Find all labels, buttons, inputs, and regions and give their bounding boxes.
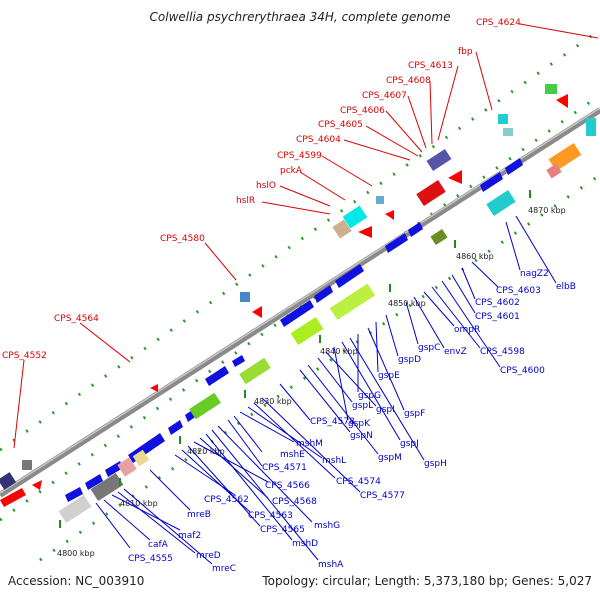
kbp-label: 4870 kbp bbox=[528, 206, 566, 215]
gene-label-outer: CPS_4552 bbox=[2, 351, 47, 361]
gene-label-outer: CPS_4624 bbox=[476, 18, 521, 28]
gene-label-inner: gspI bbox=[376, 405, 395, 415]
gene-label-inner: mshG bbox=[314, 521, 340, 531]
gene-label-inner: mshA bbox=[318, 560, 344, 570]
gene-label-inner: CPS_4600 bbox=[500, 366, 545, 376]
gene-label-inner: mshM bbox=[296, 439, 323, 449]
inner-leaders bbox=[95, 215, 557, 565]
gene-label-inner: gspL bbox=[352, 401, 373, 411]
kbp-label: 4810 kbp bbox=[120, 499, 158, 508]
gene-label-inner: CPS_4562 bbox=[204, 495, 249, 505]
gene-label-inner: gspE bbox=[378, 371, 400, 381]
gene-label-inner: mreC bbox=[212, 564, 236, 574]
gene-label-inner: elbB bbox=[556, 282, 576, 292]
feature-blocks bbox=[58, 142, 582, 524]
kbp-label: 4840 kbp bbox=[320, 347, 358, 356]
gene-label-inner: mshD bbox=[292, 539, 318, 549]
gene-label-inner: CPS_4601 bbox=[475, 312, 520, 322]
inner-dotted-ring bbox=[39, 173, 600, 562]
gene-label-inner: gspN bbox=[350, 431, 373, 441]
gene-label-inner: CPS_4568 bbox=[272, 497, 317, 507]
gene-label-outer: fbp bbox=[458, 47, 473, 57]
accession-text: Accession: NC_003910 bbox=[8, 574, 145, 588]
gene-label-outer: CPS_4599 bbox=[277, 151, 322, 161]
kbp-label: 4820 kbp bbox=[187, 447, 225, 456]
inner-gene-labels: CPS_4555 cafA maf2 mreD mreC mreB CPS_45… bbox=[128, 269, 576, 574]
gene-label-inner: maf2 bbox=[178, 531, 201, 541]
gene-label-outer: CPS_4564 bbox=[54, 314, 99, 324]
gene-label-inner: gspG bbox=[358, 391, 381, 401]
gene-label-inner: CPS_4555 bbox=[128, 554, 173, 564]
gene-label-inner: gspD bbox=[398, 355, 421, 365]
gene-label-outer: CPS_4608 bbox=[386, 76, 431, 86]
gene-label-inner: mreD bbox=[196, 551, 221, 561]
gene-label-inner: CPS_4565 bbox=[260, 525, 305, 535]
gene-label-inner: gspH bbox=[424, 459, 447, 469]
topology-text: Topology: circular; Length: 5,373,180 bp… bbox=[262, 574, 592, 588]
gene-label-outer: CPS_4605 bbox=[318, 120, 363, 130]
kbp-label: 4860 kbp bbox=[456, 252, 494, 261]
gene-label-inner: cafA bbox=[148, 540, 169, 550]
gene-label-inner: CPS_4574 bbox=[336, 477, 381, 487]
gene-label-inner: CPS_4602 bbox=[475, 298, 520, 308]
gene-label-outer: hslO bbox=[256, 181, 276, 191]
gene-label-outer: CPS_4613 bbox=[408, 61, 453, 71]
outer-leaders bbox=[13, 23, 599, 449]
kbp-label: 4830 kbp bbox=[254, 397, 292, 406]
gene-label-outer: pckA bbox=[280, 166, 303, 176]
gene-label-inner: ompR bbox=[454, 325, 480, 335]
gene-label-inner: gspJ bbox=[400, 439, 419, 449]
gene-label-inner: mshL bbox=[322, 456, 346, 466]
gene-label-inner: gspK bbox=[348, 419, 371, 429]
gene-label-outer: hslR bbox=[236, 196, 255, 206]
gene-label-inner: mshE bbox=[280, 450, 305, 460]
gene-label-outer: CPS_4607 bbox=[362, 91, 407, 101]
gene-label-inner: gspM bbox=[378, 453, 402, 463]
gene-label-outer: CPS_4580 bbox=[160, 234, 205, 244]
gene-label-inner: CPS_4566 bbox=[265, 481, 310, 491]
gene-label-inner: nagZ2 bbox=[520, 269, 549, 279]
gene-label-inner: CPS_4563 bbox=[248, 511, 293, 521]
gene-label-inner: mreB bbox=[187, 510, 211, 520]
gene-label-inner: envZ bbox=[444, 347, 467, 357]
gene-label-inner: CPS_4603 bbox=[496, 286, 541, 296]
reverse-strand-genes bbox=[65, 158, 523, 502]
gene-label-inner: gspC bbox=[418, 343, 440, 353]
gene-label-inner: CPS_4571 bbox=[262, 463, 307, 473]
gene-label-inner: CPS_4578 bbox=[310, 417, 355, 427]
gene-label-outer: CPS_4606 bbox=[340, 106, 385, 116]
outer-dotted-ring bbox=[0, 28, 600, 452]
gene-label-inner: CPS_4598 bbox=[480, 347, 525, 357]
outer-features bbox=[0, 84, 596, 507]
gene-label-inner: gspF bbox=[404, 409, 425, 419]
gene-label-outer: CPS_4604 bbox=[296, 135, 341, 145]
outer-gene-labels: CPS_4552 CPS_4564 CPS_4580 hslR hslO pck… bbox=[2, 18, 521, 361]
kbp-label: 4800 kbp bbox=[57, 549, 95, 558]
diagram-title: Colwellia psychrerythraea 34H, complete … bbox=[149, 10, 451, 24]
kbp-tick-marks bbox=[59, 190, 531, 528]
gene-label-inner: CPS_4577 bbox=[360, 491, 405, 501]
